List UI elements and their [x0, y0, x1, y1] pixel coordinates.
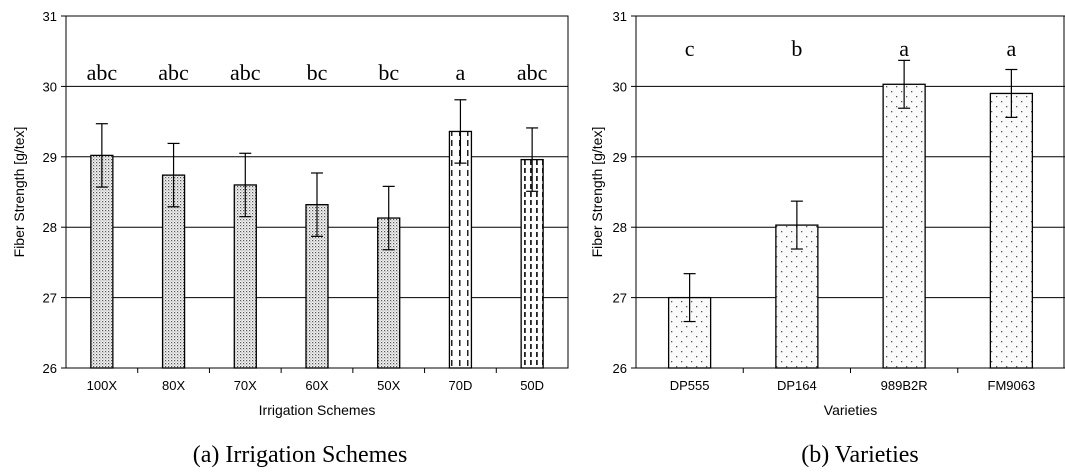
chart-b-bars: [667, 83, 1034, 369]
significance-letter: b: [791, 36, 802, 61]
error-bar-70d: [454, 99, 467, 164]
error-bar-989b2r: [898, 59, 911, 109]
y-tick-label: 26: [43, 361, 57, 376]
significance-letter: a: [456, 60, 466, 85]
bar-fm9063: [989, 92, 1034, 369]
significance-letter: a: [1006, 36, 1016, 61]
bar-989b2r: [882, 83, 926, 369]
x-tick-label: 70D: [448, 378, 472, 393]
error-bar-50d: [526, 127, 539, 192]
error-bar-80x: [167, 142, 180, 208]
y-tick-label: 31: [613, 9, 627, 24]
y-tick-label: 28: [613, 220, 627, 235]
y-tick-label: 29: [43, 150, 57, 165]
y-tick-label: 29: [613, 150, 627, 165]
chart-a-y-axis-title: Fiber Strength [g/tex]: [11, 127, 27, 258]
chart-a-significance-letters: abc abc abc bc bc a abc: [87, 60, 548, 85]
chart-b-error-bars: [683, 59, 1018, 323]
significance-letter: abc: [517, 60, 548, 85]
y-tick-label: 31: [43, 9, 57, 24]
bar-70d: [448, 130, 473, 369]
significance-letter: bc: [307, 60, 328, 85]
chart-b-x-tick-labels: DP555 DP164 989B2R FM9063: [670, 378, 1035, 393]
chart-b-y-axis-title: Fiber Strength [g/tex]: [589, 127, 605, 258]
error-bar-dp555: [683, 273, 696, 323]
chart-a-bars: [90, 130, 544, 369]
chart-b-x-axis-title: Varieties: [824, 402, 877, 418]
y-tick-label: 26: [613, 361, 627, 376]
chart-b-caption: (b) Varieties: [801, 442, 919, 468]
x-tick-label: 60X: [305, 378, 328, 393]
y-tick-label: 30: [613, 79, 627, 94]
error-bar-100x: [95, 123, 108, 188]
y-tick-label: 30: [43, 79, 57, 94]
chart-a: 26 27 28 29 30 31 abc abc abc bc bc a abc 100X 80X 70…: [11, 9, 569, 468]
error-bar-fm9063: [1005, 68, 1018, 118]
chart-b-y-tick-labels: 26 27 28 29 30 31: [613, 9, 627, 376]
x-tick-label: 50D: [520, 378, 544, 393]
significance-letter: bc: [378, 60, 399, 85]
x-tick-label: DP555: [670, 378, 710, 393]
x-tick-label: 80X: [162, 378, 185, 393]
x-tick-label: DP164: [777, 378, 817, 393]
x-tick-label: FM9063: [988, 378, 1036, 393]
significance-letter: abc: [158, 60, 189, 85]
y-tick-label: 27: [43, 291, 57, 306]
chart-b-plot-frame: [635, 15, 1065, 369]
chart-a-x-tick-labels: 100X 80X 70X 60X 50X 70D 50D: [87, 378, 544, 393]
chart-a-x-axis-title: Irrigation Schemes: [259, 402, 376, 418]
error-bar-60x: [311, 172, 323, 237]
significance-letter: abc: [87, 60, 118, 85]
x-tick-label: 70X: [234, 378, 257, 393]
significance-letter: abc: [230, 60, 261, 85]
error-bar-50x: [382, 185, 395, 251]
chart-a-y-tick-labels: 26 27 28 29 30 31: [43, 9, 57, 376]
significance-letter: a: [899, 36, 909, 61]
chart-a-error-bars: [95, 99, 539, 251]
x-tick-label: 989B2R: [881, 378, 928, 393]
chart-a-plot-frame: [65, 15, 569, 369]
error-bar-70x: [239, 152, 252, 218]
error-bar-dp164: [790, 200, 803, 250]
y-tick-label: 27: [613, 291, 627, 306]
chart-b: 26 27 28 29 30 31 c b a a DP555 DP164 989B2R FM9063…: [589, 9, 1065, 468]
y-tick-label: 28: [43, 220, 57, 235]
chart-a-caption: (a) Irrigation Schemes: [193, 442, 408, 468]
x-tick-label: 50X: [377, 378, 400, 393]
significance-letter: c: [685, 36, 695, 61]
x-tick-label: 100X: [87, 378, 118, 393]
